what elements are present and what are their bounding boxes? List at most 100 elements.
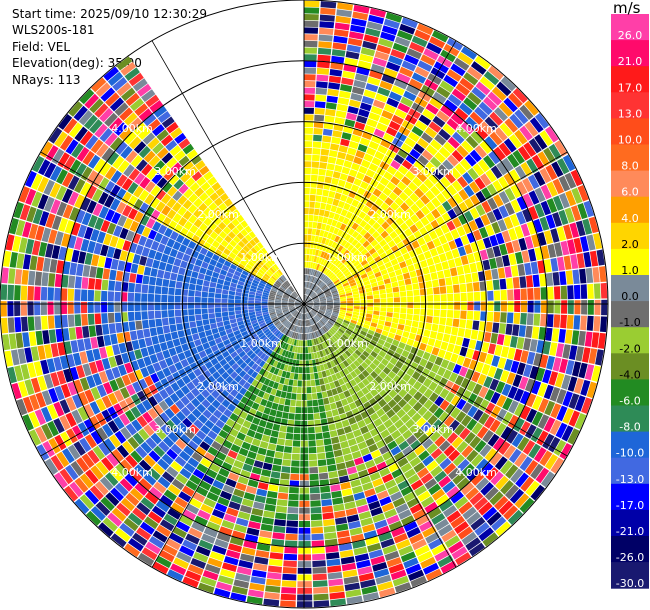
radar-gate (333, 306, 340, 310)
radar-gate (466, 468, 480, 482)
radar-gate (357, 245, 365, 253)
radar-gate (222, 363, 231, 371)
radar-gate (398, 232, 408, 241)
radar-gate (342, 334, 349, 341)
radar-gate (350, 92, 363, 102)
radar-gate (7, 284, 14, 300)
radar-gate (186, 381, 196, 391)
colorbar-segment (611, 431, 649, 459)
radar-gate (285, 290, 291, 296)
radar-gate (479, 76, 495, 91)
radar-gate (347, 276, 354, 282)
radar-gate (288, 379, 294, 386)
radar-gate (164, 385, 175, 396)
radar-gate (371, 282, 378, 288)
radar-gate (341, 562, 357, 572)
radar-gate (437, 366, 446, 377)
radar-gate (324, 176, 332, 184)
radar-gate (340, 138, 350, 147)
radar-gate (169, 145, 182, 157)
radar-gate (297, 319, 300, 326)
radar-gate (543, 417, 556, 433)
radar-gate (371, 336, 380, 343)
radar-gate (467, 92, 482, 106)
radar-gate (309, 201, 315, 208)
radar-gate (285, 432, 294, 440)
radar-gate (556, 405, 568, 422)
radar-gate (134, 172, 146, 185)
radar-gate (493, 311, 501, 323)
radar-gate (275, 270, 282, 277)
radar-gate (277, 340, 283, 347)
radar-gate (277, 438, 285, 446)
radar-gate (207, 404, 217, 414)
radar-gate (381, 74, 396, 85)
radar-gate (270, 335, 277, 342)
radar-gate (390, 49, 406, 60)
radar-gate (427, 507, 442, 520)
radar-gate (218, 429, 229, 439)
radar-gate (558, 175, 571, 192)
radar-gate (507, 414, 519, 429)
radar-gate (397, 165, 409, 176)
radar-gate (140, 214, 150, 226)
radar-gate (469, 149, 482, 163)
radar-gate (600, 316, 608, 333)
radar-gate (182, 539, 198, 551)
radar-gate (379, 161, 390, 171)
radar-gate (251, 282, 259, 287)
radar-gate (363, 232, 372, 240)
radar-gate (282, 309, 289, 313)
radar-gate (314, 286, 319, 292)
radar-gate (27, 301, 34, 316)
radar-gate (421, 368, 431, 378)
radar-gate (215, 261, 224, 269)
radar-gate (345, 507, 358, 517)
radar-gate (387, 485, 400, 496)
radar-gate (280, 317, 286, 322)
radar-gate (87, 449, 100, 464)
radar-gate (128, 72, 144, 87)
radar-gate (351, 230, 359, 239)
radar-gate (580, 284, 588, 299)
colorbar-segment (611, 144, 649, 172)
radar-gate (478, 351, 488, 363)
radar-gate (174, 455, 187, 467)
radar-gate (465, 487, 479, 501)
radar-gate (205, 329, 213, 337)
radar-gate (322, 317, 329, 322)
radar-gate (337, 2, 353, 11)
radar-gate (240, 396, 249, 405)
radar-gate (295, 301, 302, 304)
colorbar-tick-label: -13.0 (616, 473, 644, 486)
radar-gate (233, 407, 242, 416)
radar-gate (263, 407, 271, 415)
colorbar-tick-label: -10.0 (616, 447, 644, 460)
radar-gate (204, 274, 212, 282)
radar-gate (344, 287, 351, 292)
radar-gate (243, 492, 256, 501)
radar-gate (513, 312, 521, 325)
radar-gate (504, 266, 512, 278)
radar-gate (148, 155, 161, 168)
radar-gate (313, 304, 320, 306)
radar-gate (387, 399, 397, 409)
radar-gate (29, 255, 38, 271)
radar-gate (89, 415, 101, 430)
radar-gate (345, 312, 353, 317)
radar-gate (133, 185, 144, 198)
radar-gate (283, 320, 289, 326)
radar-gate (400, 364, 410, 373)
radar-gate (189, 277, 197, 285)
radar-gate (475, 81, 491, 96)
radar-gate (316, 322, 322, 329)
radar-gate (308, 312, 312, 319)
radar-gate (54, 287, 61, 301)
radar-gate (335, 349, 342, 356)
radar-gate (433, 294, 441, 302)
radar-gate (289, 324, 294, 330)
radar-gate (334, 117, 345, 125)
radar-gate (244, 357, 252, 365)
radar-gate (360, 47, 376, 57)
radar-gate (320, 302, 327, 304)
